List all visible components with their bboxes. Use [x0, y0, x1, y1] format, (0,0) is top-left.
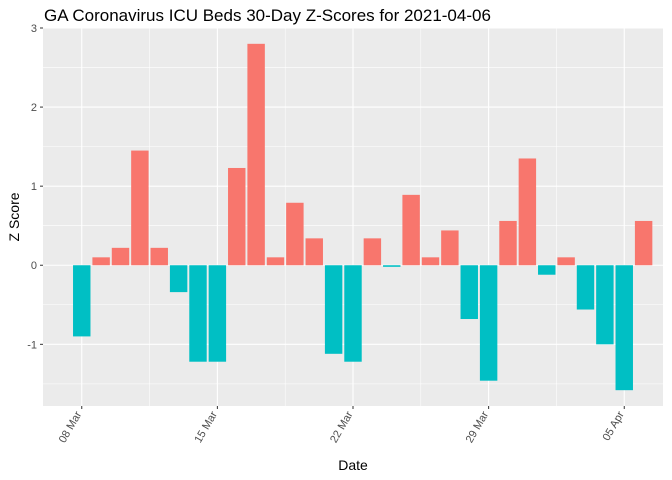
- y-tick-label: 2: [31, 102, 37, 114]
- bar: [73, 265, 91, 337]
- bar: [557, 257, 575, 266]
- bars: [73, 43, 653, 391]
- bar: [208, 265, 227, 362]
- bar: [634, 220, 653, 266]
- bar: [402, 194, 420, 266]
- x-tick-label: 15 Mar: [192, 409, 220, 445]
- bar: [228, 167, 246, 266]
- bar: [460, 265, 478, 320]
- bar: [111, 247, 130, 266]
- bar: [383, 265, 401, 267]
- bar: [576, 265, 595, 310]
- bar: [421, 257, 440, 266]
- y-axis-ticks: -1 0 1 2 3: [27, 23, 43, 351]
- x-tick-label: 22 Mar: [328, 409, 356, 445]
- x-axis-title: Date: [338, 457, 368, 473]
- chart-title: GA Coronavirus ICU Beds 30-Day Z-Scores …: [44, 6, 491, 25]
- bar: [518, 158, 537, 266]
- x-tick-label: 08 Mar: [57, 409, 85, 445]
- bar: [538, 265, 556, 275]
- bar: [92, 257, 110, 266]
- y-tick-label: 1: [31, 181, 37, 193]
- bar: [150, 247, 168, 266]
- bar: [344, 265, 362, 362]
- y-axis-title: Z Score: [6, 192, 22, 241]
- x-tick-label: 29 Mar: [464, 409, 492, 445]
- bar: [266, 257, 285, 266]
- bar: [305, 238, 323, 266]
- bar: [169, 265, 188, 293]
- bar: [479, 265, 498, 381]
- bar: [189, 265, 207, 362]
- bar: [499, 220, 517, 266]
- bar: [615, 265, 633, 391]
- bar: [363, 238, 382, 266]
- bar: [324, 265, 343, 354]
- x-axis-ticks: 08 Mar 15 Mar 22 Mar 29 Mar 05 Apr: [57, 406, 627, 445]
- y-tick-label: 3: [31, 23, 37, 35]
- y-tick-label: -1: [27, 339, 37, 351]
- y-tick-label: 0: [31, 260, 37, 272]
- x-tick-label: 05 Apr: [601, 409, 627, 443]
- bar: [596, 265, 614, 345]
- bar: [247, 43, 265, 266]
- bar: [131, 150, 149, 266]
- bar: [286, 202, 304, 266]
- bar: [441, 230, 459, 266]
